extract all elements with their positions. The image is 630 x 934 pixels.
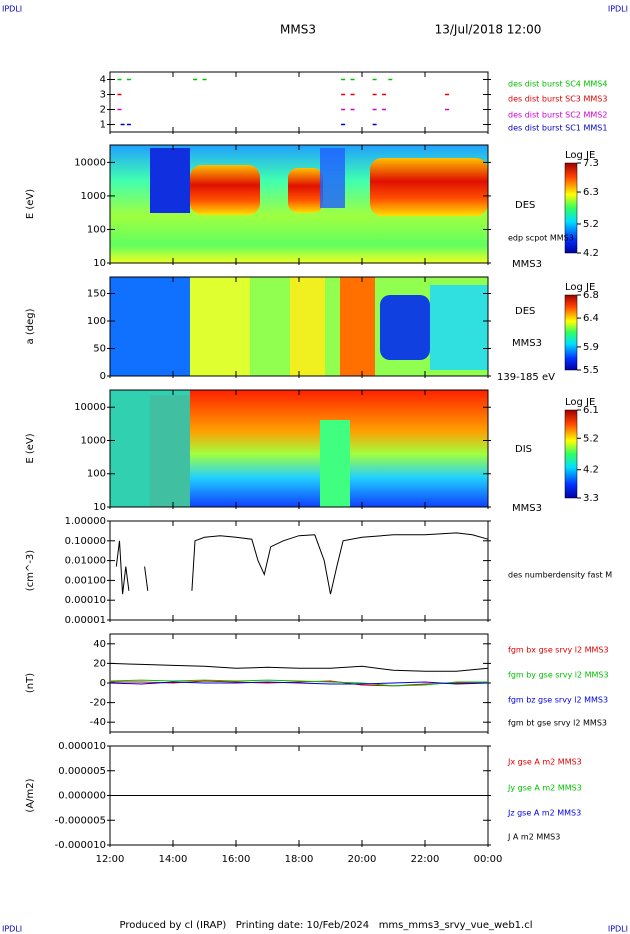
colorbars bbox=[564, 162, 578, 499]
legend-entry: fgm bx gse srvy l2 MMS3 bbox=[508, 646, 609, 655]
x-tick-label: 20:00 bbox=[348, 854, 377, 865]
y-tick-label: 4 bbox=[100, 75, 106, 86]
y-tick-label: 3 bbox=[100, 90, 106, 101]
x-tick-label: 18:00 bbox=[285, 854, 314, 865]
series-line bbox=[109, 662, 489, 672]
y-tick-label: 10 bbox=[93, 502, 106, 513]
colorbar-label: Log JE bbox=[565, 282, 595, 293]
x-tick-label: 12:00 bbox=[96, 854, 125, 865]
y-tick-label: 0.000005 bbox=[58, 766, 106, 777]
panel-label: MMS3 bbox=[512, 338, 542, 349]
panel-frame bbox=[109, 71, 489, 133]
panel-label: MMS3 bbox=[512, 259, 542, 270]
y-tick-label: 1.00000 bbox=[65, 516, 106, 527]
y-tick-label: 0.10000 bbox=[65, 536, 106, 547]
des-pitch-spectrogram bbox=[110, 277, 488, 376]
y-tick-label: 0 bbox=[100, 371, 106, 382]
colorbar-tick-label: 6.8 bbox=[583, 290, 599, 301]
colorbar-tick-label: 7.3 bbox=[583, 158, 599, 169]
y-axis-label: a (deg) bbox=[25, 308, 36, 344]
legend-entry: des dist burst SC4 MMS4 bbox=[508, 80, 607, 89]
colorbar-tick-label: 4.2 bbox=[583, 465, 599, 476]
colorbar-label: Log JE bbox=[565, 150, 595, 161]
y-tick-label: -0.000005 bbox=[55, 815, 106, 826]
corner-tag: IPDLI bbox=[2, 925, 22, 934]
y-tick-label: -20 bbox=[90, 698, 106, 709]
legend-entry: des numberdensity fast M bbox=[508, 571, 612, 580]
colorbar-tick-label: 6.1 bbox=[583, 405, 599, 416]
y-tick-label: 1000 bbox=[81, 191, 106, 202]
colorbar-tick-label: 5.2 bbox=[583, 219, 599, 230]
y-tick-label: 2 bbox=[100, 105, 106, 116]
x-tick-label: 14:00 bbox=[159, 854, 188, 865]
legend-entry: des dist burst SC2 MMS2 bbox=[508, 111, 607, 120]
colorbar-tick-label: 4.2 bbox=[583, 248, 599, 259]
series-line bbox=[115, 532, 489, 595]
corner-tag: IPDLI bbox=[2, 5, 22, 14]
x-tick-label: 00:00 bbox=[474, 854, 503, 865]
x-tick-label: 22:00 bbox=[411, 854, 440, 865]
y-tick-label: 10 bbox=[93, 258, 106, 269]
panel-label: edp scpot MMS3 bbox=[508, 234, 574, 243]
y-axis-label: E (eV) bbox=[25, 189, 36, 219]
y-tick-label: 0.00001 bbox=[65, 615, 106, 626]
y-tick-label: 0.000000 bbox=[58, 791, 106, 802]
panel-label: MMS3 bbox=[512, 503, 542, 514]
y-tick-label: 0.000010 bbox=[58, 741, 106, 752]
colorbar-tick-label: 6.3 bbox=[583, 187, 599, 198]
legend-entry: Jy gse A m2 MMS3 bbox=[507, 784, 582, 793]
legend-entry: fgm bz gse srvy l2 MMS3 bbox=[508, 696, 608, 705]
y-tick-label: 1 bbox=[100, 120, 106, 131]
y-tick-label: 0.00100 bbox=[65, 575, 106, 586]
panel-label: 139-185 eV bbox=[497, 372, 555, 383]
colorbar-tick-label: 3.3 bbox=[583, 493, 599, 504]
series-line bbox=[109, 679, 488, 687]
date: 13/Jul/2018 12:00 bbox=[435, 23, 542, 37]
colorbar-label: Log JE bbox=[565, 397, 595, 408]
y-tick-label: 10000 bbox=[74, 157, 106, 168]
legend-entry: Jz gse A m2 MMS3 bbox=[507, 809, 581, 818]
y-tick-label: -40 bbox=[90, 717, 106, 728]
y-axis-label: (cm^-3) bbox=[25, 550, 36, 591]
series-line bbox=[109, 681, 489, 685]
legend-entry: fgm bt gse srvy l2 MMS3 bbox=[508, 719, 607, 728]
y-tick-label: 20 bbox=[93, 658, 106, 669]
legend-entry: des dist burst SC1 MMS1 bbox=[508, 124, 607, 133]
dis-energy-spectrogram bbox=[110, 390, 488, 507]
legend-entry: J A m2 MMS3 bbox=[507, 833, 560, 842]
y-tick-label: 50 bbox=[93, 344, 106, 355]
colorbar-tick-label: 5.9 bbox=[583, 342, 599, 353]
title: MMS3 bbox=[280, 23, 316, 37]
x-tick-label: 16:00 bbox=[222, 854, 251, 865]
colorbar-tick-label: 5.2 bbox=[583, 433, 599, 444]
y-tick-label: -0.000010 bbox=[55, 840, 106, 851]
y-axis-label: (nT) bbox=[25, 673, 36, 693]
y-tick-label: 0.01000 bbox=[65, 556, 106, 567]
colorbar-tick-label: 5.5 bbox=[583, 365, 599, 376]
y-tick-label: 10000 bbox=[74, 402, 106, 413]
y-tick-label: 100 bbox=[87, 469, 106, 480]
y-tick-label: 40 bbox=[93, 639, 106, 650]
y-tick-label: 100 bbox=[87, 224, 106, 235]
des-energy-spectrogram bbox=[110, 145, 488, 263]
series-line bbox=[110, 680, 488, 687]
y-tick-label: 0 bbox=[100, 678, 106, 689]
corner-tag: IPDLI bbox=[608, 925, 628, 934]
colorbar-tick-label: 6.4 bbox=[583, 313, 599, 324]
panel-label: DES bbox=[515, 306, 535, 317]
corner-tag: IPDLI bbox=[608, 5, 628, 14]
y-tick-label: 100 bbox=[87, 316, 106, 327]
legend-entry: Jx gse A m2 MMS3 bbox=[507, 758, 582, 767]
panel-label: DIS bbox=[515, 444, 532, 455]
footer: Produced by cl (IRAP) Printing date: 10/… bbox=[119, 920, 532, 931]
y-axis-label: E (eV) bbox=[25, 433, 36, 463]
legend-entry: des dist burst SC3 MMS3 bbox=[508, 95, 607, 104]
y-tick-label: 1000 bbox=[81, 435, 106, 446]
legend-entry: fgm by gse srvy l2 MMS3 bbox=[508, 671, 609, 680]
panel-label: DES bbox=[515, 200, 535, 211]
y-tick-label: 0.00010 bbox=[65, 595, 106, 606]
y-axis-label: (A/m2) bbox=[25, 778, 36, 812]
y-tick-label: 150 bbox=[87, 289, 106, 300]
